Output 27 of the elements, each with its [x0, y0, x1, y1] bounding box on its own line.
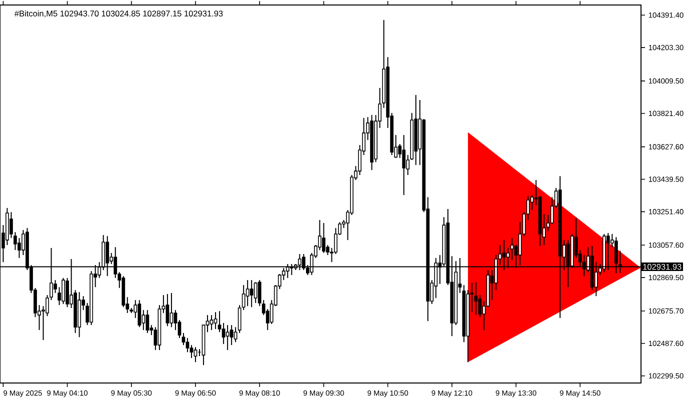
- candlestick: [246, 280, 250, 307]
- text: #Bitcoin,M5 102943.70 103024.85 102897.15 102931.93: [14, 10, 223, 18]
- candlestick: [254, 282, 258, 304]
- candlestick: [222, 322, 226, 345]
- candlestick: [186, 337, 190, 353]
- candlestick: [146, 310, 150, 334]
- candlestick: [226, 324, 230, 351]
- candlestick: [530, 194, 534, 211]
- candlestick: [138, 300, 142, 328]
- candlestick: [478, 294, 482, 318]
- candlestick: [182, 332, 186, 346]
- candlestick: [18, 237, 21, 258]
- candlestick: [66, 277, 69, 308]
- candlestick: [194, 346, 198, 363]
- candlestick: [250, 280, 254, 308]
- candlestick: [210, 314, 214, 331]
- candlestick: [62, 277, 65, 305]
- candlestick: [166, 294, 170, 327]
- candlestick: [230, 324, 234, 346]
- candlestick: [402, 134, 406, 196]
- candlestick: [190, 344, 194, 358]
- ref-line-label: 102931.93: [643, 264, 682, 270]
- candlestick: [214, 312, 218, 330]
- candlestick: [510, 237, 514, 261]
- candlestick: [322, 222, 326, 254]
- candlestick: [170, 292, 174, 328]
- candlestick: [474, 282, 478, 316]
